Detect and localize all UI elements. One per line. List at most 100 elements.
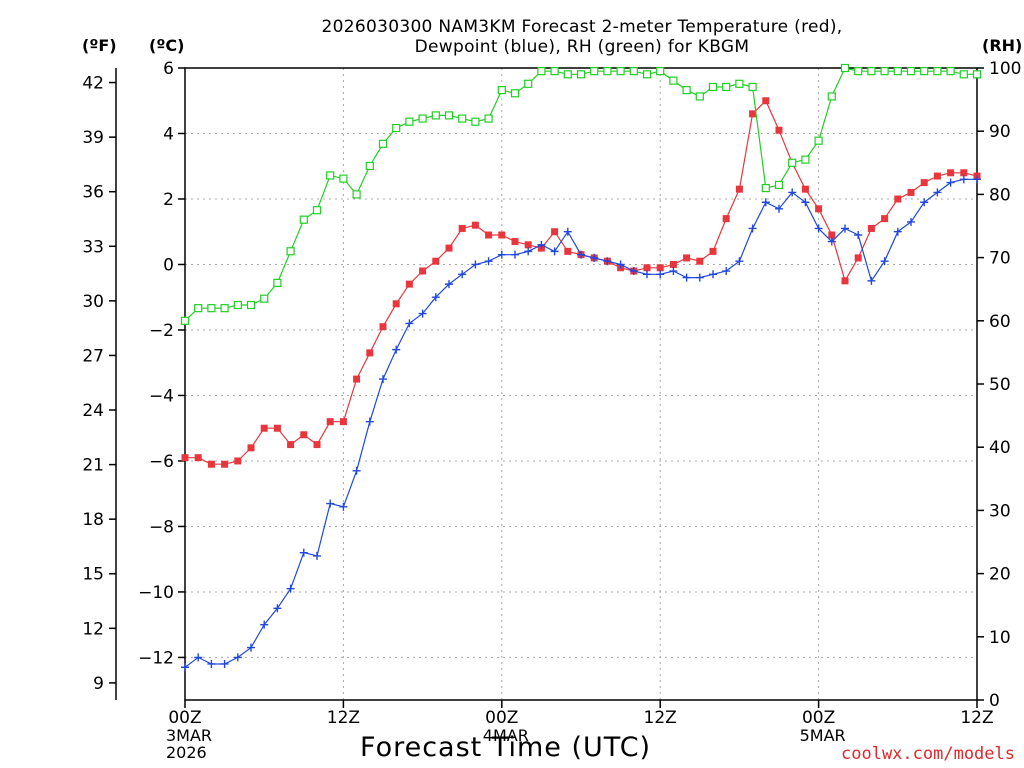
celsius-tick-label: 4 — [163, 124, 174, 144]
rh-point — [616, 67, 625, 76]
temperature-point — [366, 349, 374, 357]
rh-point — [906, 67, 916, 76]
fahrenheit-tick-label: 15 — [82, 565, 104, 585]
rh-tick-label: 10 — [989, 628, 1011, 648]
rh-tick-label: 0 — [989, 691, 1000, 711]
temperature-point — [735, 185, 743, 193]
dewpoint-point — [339, 502, 348, 511]
temperature-point — [326, 418, 334, 426]
fahrenheit-tick-label: 42 — [82, 74, 104, 94]
rh-point — [312, 206, 322, 215]
temperature-point — [841, 277, 849, 285]
dewpoint-point — [748, 224, 757, 233]
temperature-point — [511, 238, 519, 246]
temperature-point — [498, 231, 506, 239]
rh-point — [273, 278, 282, 287]
dewpoint-point — [656, 270, 665, 279]
temperature-point — [300, 431, 308, 439]
celsius-axis: −12 −10 −8 −6 −4 −2 0 2 4 6 — [138, 59, 185, 668]
temperature-point — [313, 441, 321, 449]
dewpoint-point — [841, 224, 849, 233]
dewpoint-point — [880, 257, 889, 266]
temperature-point — [194, 454, 202, 462]
rh-series — [180, 63, 982, 325]
rh-point — [642, 70, 652, 79]
dewpoint-point — [260, 620, 269, 629]
celsius-tick-label: −8 — [149, 517, 174, 537]
celsius-tick-label: 0 — [163, 255, 174, 275]
temperature-point — [379, 323, 387, 331]
rh-point — [933, 67, 942, 76]
dewpoint-point — [788, 188, 797, 197]
fahrenheit-tick-label: 9 — [93, 674, 104, 694]
temperature-point — [339, 418, 347, 426]
dewpoint-point — [220, 659, 229, 668]
dewpoint-point — [695, 273, 704, 282]
rh-point — [233, 300, 242, 310]
rh-point — [260, 294, 269, 303]
temperature-point — [643, 264, 651, 272]
temperature-line — [185, 99, 978, 465]
rh-point — [484, 114, 493, 123]
dewpoint-point — [801, 198, 810, 207]
fahrenheit-axis: 9 12 15 18 21 24 27 30 33 36 39 42 — [82, 68, 117, 700]
rh-point — [497, 86, 506, 95]
rh-point — [352, 190, 361, 199]
dewpoint-point — [379, 375, 387, 384]
rh-point — [880, 67, 889, 76]
rh-point — [827, 92, 836, 101]
rh-point — [458, 114, 467, 123]
dewpoint-series — [181, 175, 981, 672]
x-axis-title: Forecast Time (UTC) — [360, 732, 652, 763]
fahrenheit-tick-label: 24 — [82, 401, 104, 421]
rh-point — [405, 117, 414, 126]
temperature-point — [683, 254, 691, 262]
temperature-point — [419, 267, 427, 275]
dewpoint-point — [550, 247, 559, 256]
rh-point — [814, 136, 823, 145]
temperature-point — [524, 241, 532, 249]
dewpoint-point — [827, 237, 836, 246]
rh-point — [339, 174, 348, 183]
rh-tick-label: 70 — [989, 249, 1011, 269]
temperature-point — [471, 221, 479, 229]
dewpoint-point — [524, 247, 533, 256]
rh-point — [708, 82, 718, 92]
rh-point — [748, 82, 757, 92]
dewpoint-point — [590, 253, 599, 262]
rh-point — [365, 161, 374, 171]
temperature-point — [749, 110, 757, 118]
rh-tick-label: 100 — [989, 59, 1021, 79]
temperature-point — [247, 444, 255, 452]
celsius-tick-label: 6 — [163, 59, 174, 79]
dewpoint-point — [682, 273, 691, 282]
rh-point — [629, 67, 638, 76]
fahrenheit-tick-label: 36 — [82, 183, 104, 203]
temperature-point — [709, 247, 717, 255]
rh-point — [246, 300, 256, 310]
temperature-point — [881, 215, 889, 223]
dewpoint-point — [933, 188, 942, 197]
rh-point — [524, 79, 533, 88]
rh-point — [392, 123, 401, 133]
dewpoint-point — [959, 175, 968, 184]
rh-point — [537, 67, 546, 76]
temperature-point — [234, 457, 242, 465]
rh-point — [735, 79, 744, 88]
plot-frame — [184, 67, 978, 701]
dewpoint-point — [511, 250, 519, 259]
dewpoint-point — [537, 240, 546, 249]
time-tick-label: 12Z — [960, 708, 993, 728]
temperature-series — [181, 97, 981, 468]
axes — [184, 67, 978, 701]
rh-point — [682, 86, 691, 95]
rh-tick-label: 90 — [989, 122, 1011, 142]
dewpoint-point — [286, 584, 295, 593]
rh-point — [510, 89, 520, 98]
dewpoint-point — [946, 178, 955, 187]
dewpoint-point — [643, 270, 651, 279]
dewpoint-point — [273, 604, 282, 613]
celsius-tick-label: −4 — [149, 386, 174, 406]
rh-point — [326, 171, 335, 180]
